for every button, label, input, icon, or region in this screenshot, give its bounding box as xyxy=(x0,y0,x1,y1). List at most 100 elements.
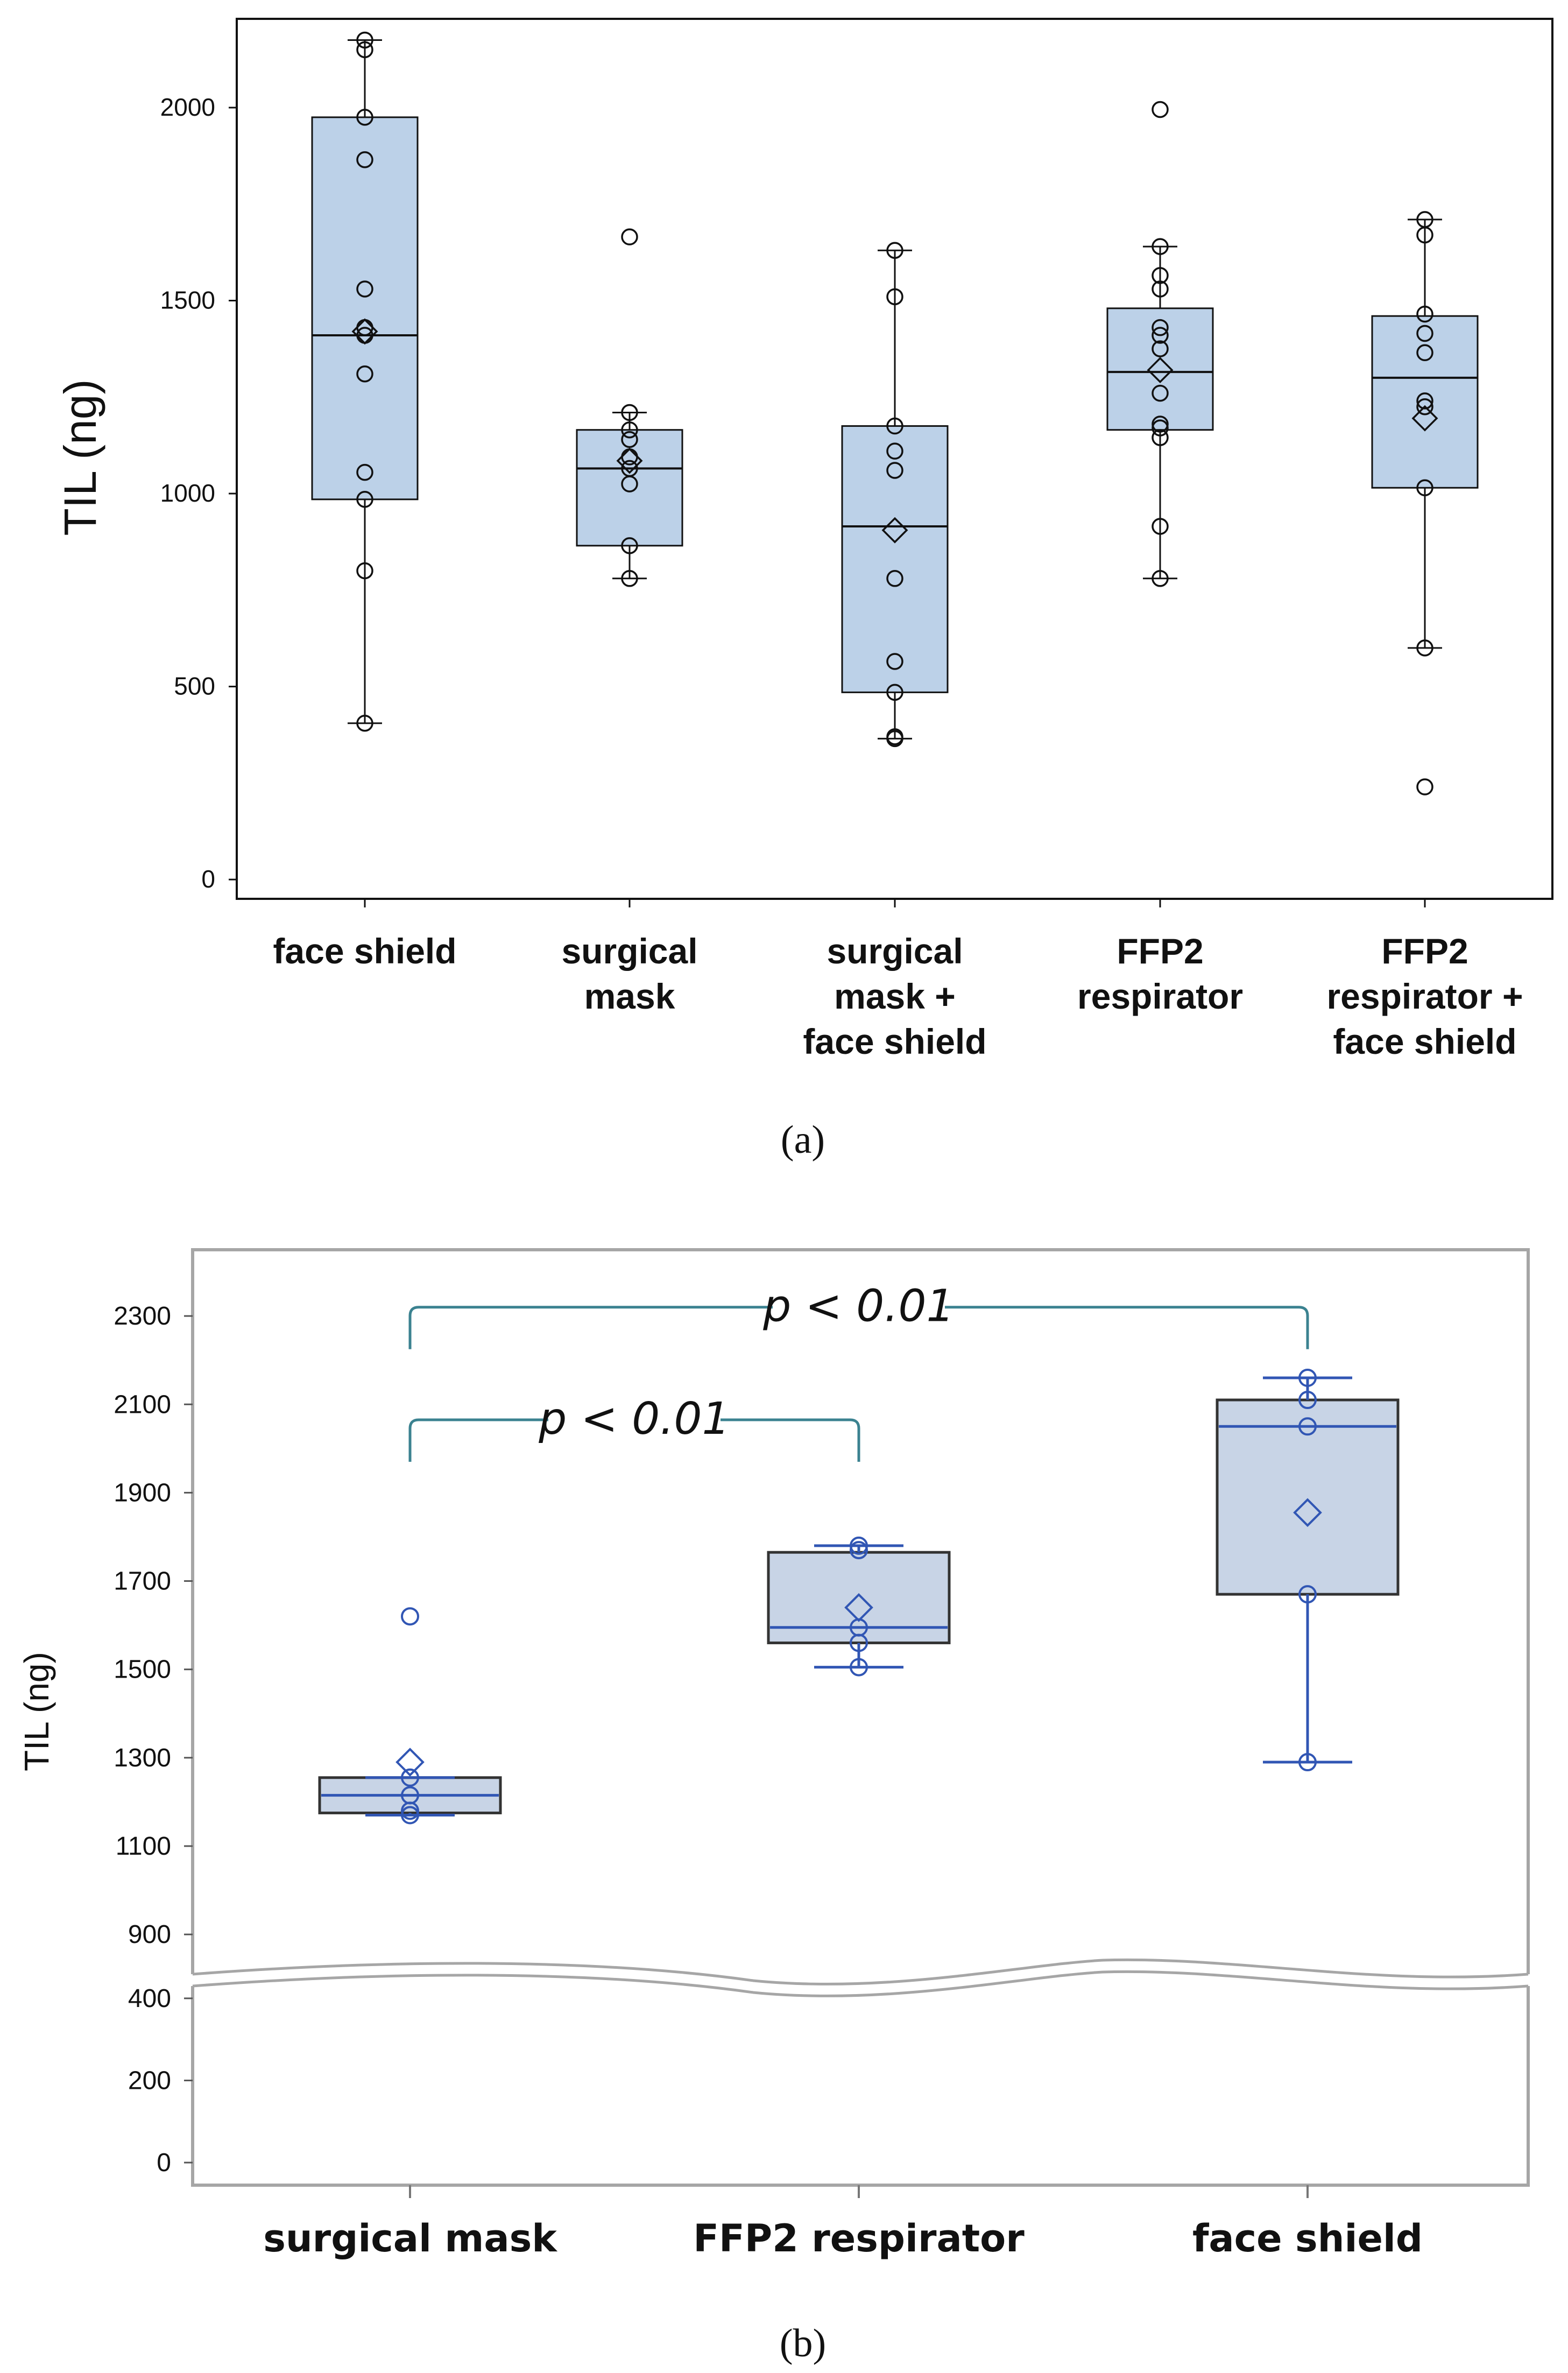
data-point xyxy=(356,491,373,508)
p-value-label: p < 0.01 xyxy=(762,1281,954,1332)
panel-a-chart: TIL (ng) 0 500 1000 1500 2000 face shield sur… xyxy=(55,18,1553,1162)
data-point xyxy=(621,475,638,492)
box-iqr xyxy=(767,1551,951,1644)
mean-marker xyxy=(1147,357,1174,384)
y-tick-label: 1500 xyxy=(114,1656,171,1684)
data-point xyxy=(886,653,903,670)
mean-marker xyxy=(844,1593,873,1622)
data-point xyxy=(1416,778,1433,795)
data-point xyxy=(1416,226,1433,244)
box-iqr xyxy=(311,116,419,501)
panel-b-significance-brackets: p < 0.01 p < 0.01 xyxy=(408,1281,1309,1462)
data-point xyxy=(1298,1391,1317,1410)
data-point xyxy=(1152,570,1169,587)
x-category-label: mask + xyxy=(834,976,956,1016)
x-category-label: surgical xyxy=(561,931,697,971)
data-point xyxy=(1298,1585,1317,1604)
data-point xyxy=(1416,479,1433,497)
y-tick-label: 2300 xyxy=(114,1302,171,1330)
data-point xyxy=(1152,327,1169,344)
data-point xyxy=(1152,101,1169,118)
mean-marker xyxy=(881,517,908,544)
data-point xyxy=(886,462,903,479)
panel-b-caption: (b) xyxy=(780,2321,826,2365)
y-tick-label: 1900 xyxy=(114,1478,171,1507)
y-tick-label: 0 xyxy=(201,865,215,893)
data-point xyxy=(1152,238,1169,255)
y-tick-label: 200 xyxy=(128,2066,171,2095)
data-point xyxy=(356,463,373,481)
box-group xyxy=(1216,1369,1400,2198)
x-category-label: surgical xyxy=(827,931,963,971)
x-category-label: face shield xyxy=(1333,1022,1516,1061)
data-point xyxy=(401,1768,419,1787)
panel-a-boxes xyxy=(311,31,1479,907)
significance-bracket xyxy=(408,1418,860,1462)
data-point xyxy=(1416,392,1433,410)
y-tick-label: 1500 xyxy=(160,286,215,314)
x-category-label: face shield xyxy=(803,1022,986,1061)
data-point xyxy=(1152,429,1169,446)
box-iqr xyxy=(841,425,949,693)
data-point xyxy=(401,1801,419,1820)
box-group xyxy=(1371,211,1479,907)
data-point xyxy=(1298,1753,1317,1772)
data-point xyxy=(356,41,373,59)
panel-b-y-axis-title: TIL (ng) xyxy=(17,1652,56,1771)
mean-marker xyxy=(616,447,643,474)
data-point xyxy=(401,1806,419,1825)
mean-marker xyxy=(1293,1498,1322,1527)
data-point xyxy=(1416,325,1433,342)
box-iqr xyxy=(1106,307,1214,431)
data-point xyxy=(886,684,903,701)
data-point xyxy=(621,228,638,245)
x-category-label: face shield xyxy=(1192,2216,1423,2261)
p-value-label: p < 0.01 xyxy=(538,1393,730,1445)
data-point xyxy=(356,151,373,168)
y-tick-label: 1100 xyxy=(116,1832,171,1861)
y-tick-label: 500 xyxy=(174,672,215,700)
data-point xyxy=(356,109,373,126)
data-point xyxy=(356,31,373,49)
data-point xyxy=(621,404,638,421)
box-group xyxy=(767,1536,951,2198)
data-point xyxy=(621,537,638,554)
data-point xyxy=(1416,344,1433,362)
data-point xyxy=(1152,518,1169,535)
data-point xyxy=(401,1607,419,1626)
data-point xyxy=(1152,267,1169,284)
panel-b-axis-break-bottom xyxy=(192,1970,1529,1997)
y-tick-label: 1300 xyxy=(114,1744,171,1772)
data-point xyxy=(621,431,638,448)
data-point xyxy=(1416,639,1433,657)
panel-a-y-ticks: 0 500 1000 1500 2000 xyxy=(160,93,237,893)
mean-marker xyxy=(395,1748,425,1777)
data-point xyxy=(886,288,903,306)
x-category-label: surgical mask xyxy=(263,2216,557,2261)
data-point xyxy=(886,570,903,587)
data-point xyxy=(1298,1369,1317,1388)
data-point xyxy=(886,242,903,259)
data-point xyxy=(356,714,373,732)
mean-marker xyxy=(1411,405,1438,432)
data-point xyxy=(356,365,373,383)
data-point xyxy=(621,570,638,587)
data-point xyxy=(1298,1417,1317,1436)
panel-b-upper-frame xyxy=(191,1248,1530,1974)
mean-marker xyxy=(351,318,378,345)
y-tick-label: 2000 xyxy=(160,93,215,121)
significance-bracket xyxy=(408,1306,1309,1349)
x-category-label: FFP2 respirator xyxy=(693,2216,1025,2261)
data-point xyxy=(850,1541,868,1560)
data-point xyxy=(850,1633,868,1652)
data-point xyxy=(886,417,903,435)
y-tick-label: 900 xyxy=(128,1920,171,1949)
panel-b-y-ticks: 900 1100 1300 1500 1700 1900 2100 2300 0 200 400 xyxy=(114,1302,193,2177)
x-category-label: mask xyxy=(584,976,675,1016)
data-point xyxy=(1152,280,1169,298)
data-point xyxy=(1152,419,1169,436)
data-point xyxy=(356,562,373,580)
box-group xyxy=(318,1607,502,2198)
x-category-label: FFP2 xyxy=(1381,931,1468,971)
